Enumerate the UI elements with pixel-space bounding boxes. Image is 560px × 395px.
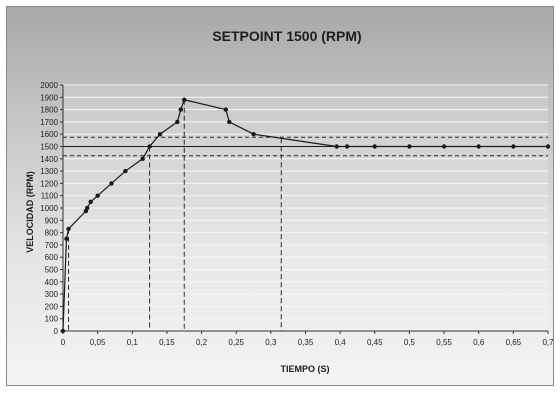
y-tick-label: 1300: [40, 167, 58, 176]
data-point: [178, 107, 183, 112]
y-axis-label: VELOCIDAD (RPM): [25, 171, 35, 253]
data-point: [251, 132, 256, 137]
y-tick-label: 300: [45, 290, 59, 299]
x-tick-label: 0,15: [159, 338, 175, 347]
data-point: [476, 144, 481, 149]
data-point: [344, 144, 350, 149]
chart-frame: SETPOINT 1500 (RPM) 0 100 200 300 400 500 600 7…: [6, 6, 554, 386]
x-tick-label: 0,55: [436, 338, 452, 347]
axes: [60, 84, 549, 334]
y-tick-label: 400: [45, 278, 59, 287]
data-point: [140, 156, 145, 161]
data-point: [441, 144, 447, 149]
data-point: [372, 144, 377, 149]
x-tick-label: 0,6: [473, 338, 485, 347]
y-tick-label: 1500: [40, 143, 58, 152]
data-point: [64, 236, 69, 241]
x-tick-label: 0,4: [335, 338, 347, 347]
y-tick-label: 1100: [41, 192, 59, 201]
y-tick-label: 800: [45, 229, 59, 238]
y-tick-label: 1700: [40, 118, 58, 127]
x-tick-label: 0,05: [90, 338, 106, 347]
y-tick-label: 1400: [40, 155, 58, 164]
data-point: [85, 205, 90, 211]
data-point: [95, 193, 100, 198]
data-point: [123, 168, 128, 174]
data-point: [511, 144, 516, 149]
x-tick-label: 0,65: [506, 338, 522, 347]
vertical-markers: [68, 99, 282, 331]
data-point: [334, 144, 339, 149]
y-tick-label: 600: [45, 253, 59, 262]
y-tick-label: 700: [45, 241, 59, 250]
y-tick-label: 200: [45, 302, 59, 311]
data-point: [545, 144, 551, 149]
y-tick-label: 900: [45, 216, 59, 225]
x-axis-label: TIEMPO (S): [281, 364, 330, 374]
x-tick-label: 0: [61, 338, 66, 347]
y-tick-label: 1200: [40, 179, 58, 188]
y-tick-label: 1800: [40, 106, 58, 115]
y-tick-label: 1600: [40, 130, 58, 139]
chart-title: SETPOINT 1500 (RPM): [212, 28, 361, 44]
line-chart: SETPOINT 1500 (RPM) 0 100 200 300 400 500 600 7…: [25, 28, 554, 374]
data-point: [182, 97, 187, 102]
x-tick-label: 0,3: [265, 338, 277, 347]
y-tick-label: 100: [45, 315, 59, 324]
y-tick-label: 2000: [40, 81, 58, 90]
x-tick-label: 0,25: [228, 338, 244, 347]
data-point: [109, 181, 114, 186]
x-tick-label: 0,45: [367, 338, 383, 347]
data-point: [60, 328, 66, 334]
data-point: [66, 226, 71, 232]
y-tick-label: 500: [45, 266, 59, 275]
x-tick-labels: 0 0,05 0,1 0,15 0,2 0,25 0,3 0,35 0,4 0,45 0,5 0,55…: [61, 338, 554, 347]
series-layer: [60, 97, 551, 334]
y-tick-label: 1900: [40, 93, 58, 102]
y-tick-label: 1000: [40, 204, 58, 213]
y-tick-label: 0: [54, 327, 59, 336]
x-tick-label: 0,35: [298, 338, 314, 347]
data-point: [407, 144, 412, 149]
x-tick-label: 0,1: [127, 338, 139, 347]
data-point: [88, 199, 93, 205]
y-tick-labels: 0 100 200 300 400 500 600 700 800 900 1000 1100 1200…: [40, 81, 58, 336]
data-point: [223, 107, 229, 112]
x-tick-label: 0,5: [404, 338, 416, 347]
data-point: [147, 144, 152, 149]
data-point: [175, 119, 180, 125]
data-point: [227, 119, 232, 125]
x-tick-label: 0,7: [542, 338, 553, 347]
data-point: [157, 132, 163, 137]
x-tick-label: 0,2: [196, 338, 208, 347]
